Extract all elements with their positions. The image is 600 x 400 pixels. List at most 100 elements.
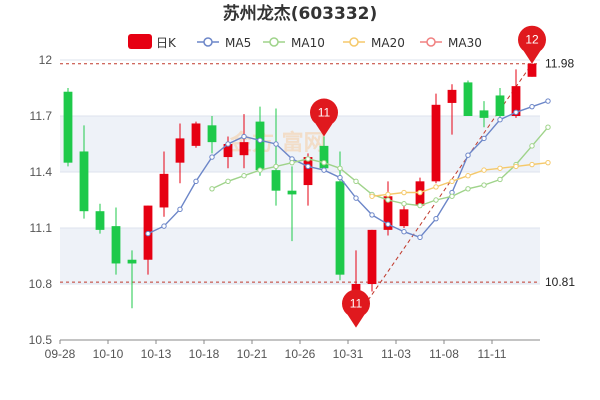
chart-title: 苏州龙杰(603332) xyxy=(223,3,378,24)
candle-body xyxy=(127,259,137,264)
ma-point-ma10 xyxy=(433,197,439,203)
x-axis: 09-28 10-10 10-13 10-18 10-21 10-26 10-31 11-03… xyxy=(45,339,540,361)
candle xyxy=(527,63,537,77)
y-tick-label: 11.1 xyxy=(30,221,53,235)
ma-point-ma10 xyxy=(321,159,327,166)
ma-point-ma5 xyxy=(369,212,375,218)
legend-swatch-dot xyxy=(269,37,279,47)
candle-body xyxy=(367,229,377,284)
candle xyxy=(303,153,313,206)
legend-label: MA5 xyxy=(225,36,251,50)
marker-tail xyxy=(347,314,365,328)
price-markers: 11 11 12 xyxy=(310,25,546,328)
x-tick-label: 10-31 xyxy=(333,347,364,361)
candle-body xyxy=(431,104,441,182)
legend-swatch-dot xyxy=(349,37,359,47)
ma-point-ma20 xyxy=(497,165,503,171)
candle-body xyxy=(159,173,169,208)
ma-point-ma5 xyxy=(193,178,199,185)
candle-body xyxy=(319,145,329,169)
candle xyxy=(479,101,489,128)
ma-point-ma10 xyxy=(225,178,231,185)
ma-point-ma10 xyxy=(465,186,471,192)
legend-swatch-dot xyxy=(203,37,213,47)
ma-point-ma5 xyxy=(545,98,551,104)
candle-body xyxy=(79,151,89,212)
ma-point-ma10 xyxy=(417,202,423,209)
ma-point-ma20 xyxy=(481,167,487,173)
candle-body xyxy=(495,95,505,116)
ma-point-ma5 xyxy=(177,206,183,213)
candle xyxy=(79,125,89,219)
x-tick-label: 11-08 xyxy=(429,347,459,361)
candle-body xyxy=(63,91,73,163)
ma-point-ma10 xyxy=(529,143,535,149)
candle xyxy=(287,166,297,242)
y-tick-label: 12 xyxy=(39,53,53,67)
ma-point-ma5 xyxy=(529,103,535,110)
y-tick-label: 10.8 xyxy=(29,277,53,291)
candle xyxy=(335,151,345,281)
candle xyxy=(175,123,185,184)
ma-point-ma10 xyxy=(545,124,551,130)
candle xyxy=(431,93,441,184)
ma-point-ma10 xyxy=(305,156,311,162)
ma-point-ma5 xyxy=(497,117,503,123)
legend-swatch-dot xyxy=(426,37,436,47)
ma-point-ma20 xyxy=(465,173,471,179)
candle xyxy=(447,84,457,135)
ma-point-ma20 xyxy=(433,184,439,190)
ma-point-ma5 xyxy=(353,195,359,201)
ma-point-ma5 xyxy=(225,141,231,147)
candle-body xyxy=(207,125,217,143)
y-axis: 10.5 10.8 11.1 11.4 11.7 12 xyxy=(29,53,53,347)
candle-body xyxy=(303,157,313,186)
legend-item-ma30: MA30 xyxy=(420,36,482,50)
ma-point-ma5 xyxy=(481,135,487,142)
ma-point-ma20 xyxy=(529,161,535,168)
candle-body xyxy=(399,209,409,227)
ma-point-ma10 xyxy=(257,167,263,173)
ma-point-ma5 xyxy=(385,221,391,227)
legend-item-ma20: MA20 xyxy=(343,36,405,50)
x-tick-label: 11-11 xyxy=(478,347,507,361)
ma-point-ma20 xyxy=(449,178,455,185)
ma-point-ma5 xyxy=(145,230,151,237)
ma-point-ma5 xyxy=(433,215,439,222)
ma-point-ma10 xyxy=(289,159,295,166)
ma-point-ma5 xyxy=(337,174,343,181)
marker-tail xyxy=(315,123,333,137)
legend-label: MA20 xyxy=(371,36,405,50)
legend-item-ma5: MA5 xyxy=(197,36,251,50)
ma-point-ma10 xyxy=(401,201,407,207)
candle xyxy=(111,207,121,275)
x-tick-label: 10-26 xyxy=(285,347,316,361)
legend-swatch xyxy=(128,34,152,49)
x-tick-label: 10-10 xyxy=(93,347,124,361)
legend-label: 日K xyxy=(156,36,177,50)
ma-point-ma5 xyxy=(401,229,407,235)
ma-point-ma5 xyxy=(305,163,311,170)
price-marker: 11 xyxy=(310,98,338,137)
candle xyxy=(127,250,137,309)
ma-point-ma5 xyxy=(273,141,279,147)
legend-label: MA30 xyxy=(448,36,482,50)
ma-point-ma20 xyxy=(545,159,551,166)
candle-body xyxy=(479,110,489,118)
marker-head xyxy=(310,98,338,127)
y-tick-label: 11.4 xyxy=(30,165,53,179)
y-tick-label: 10.5 xyxy=(29,333,53,347)
ma-point-ma20 xyxy=(417,189,423,196)
candle xyxy=(495,88,505,118)
candle-body xyxy=(239,142,249,156)
candle-body xyxy=(351,284,361,292)
ma-point-ma20 xyxy=(513,163,519,170)
candle xyxy=(271,108,281,206)
ma-point-ma5 xyxy=(513,109,519,115)
ma-point-ma20 xyxy=(385,191,391,198)
candle xyxy=(63,88,73,167)
ma-point-ma5 xyxy=(417,234,423,241)
legend-item-k: 日K xyxy=(128,34,177,50)
